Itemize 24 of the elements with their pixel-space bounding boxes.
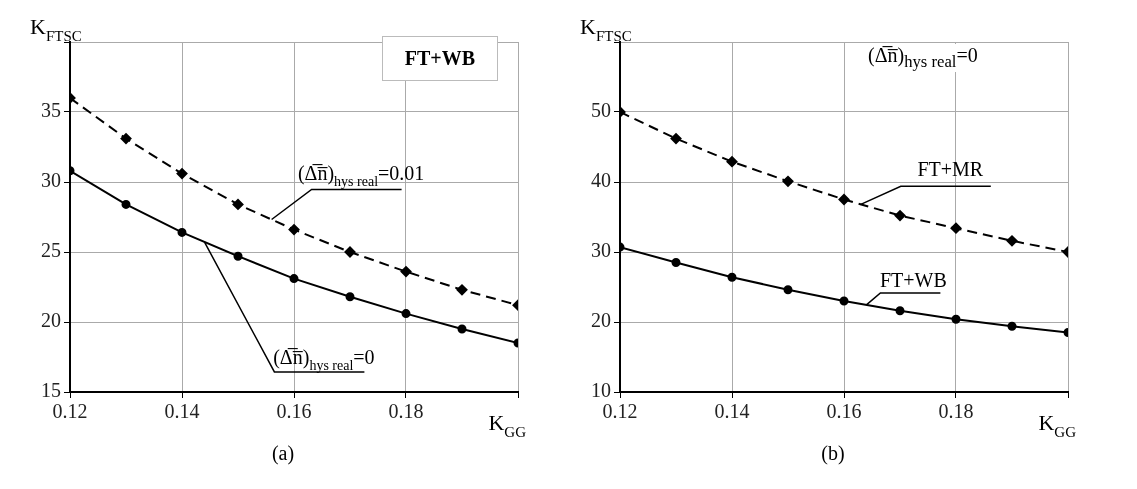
y-tick-label: 50 xyxy=(591,99,611,122)
x-tick-label: 0.12 xyxy=(602,400,638,423)
y-tick-label: 30 xyxy=(591,239,611,262)
series-label: FT+MR xyxy=(917,158,984,181)
annotation: FT+WB xyxy=(381,36,498,81)
x-tick-label: 0.16 xyxy=(276,400,312,423)
x-tick-label: 0.18 xyxy=(938,400,974,423)
text: (a) xyxy=(270,442,296,465)
y-tick-label: 40 xyxy=(591,169,611,192)
y-tick-label: 20 xyxy=(591,309,611,332)
y-tick-label: 20 xyxy=(41,309,61,332)
y-tick-label: 10 xyxy=(591,379,611,402)
x-tick-label: 0.12 xyxy=(52,400,88,423)
x-tick-label: 0.18 xyxy=(388,400,424,423)
series-label: FT+WB xyxy=(879,268,947,291)
y-tick-label: 25 xyxy=(41,239,61,262)
x-tick-label: 0.14 xyxy=(164,400,200,423)
y-tick-label: 35 xyxy=(41,99,61,122)
y-tick-label: 15 xyxy=(41,379,61,402)
y-tick-label: 30 xyxy=(41,169,61,192)
text: (b) xyxy=(820,442,846,465)
x-tick-label: 0.16 xyxy=(826,400,862,423)
annotation: (Δ̅n̅)$_{hys real}$=0 xyxy=(868,44,978,72)
x-tick-label: 0.14 xyxy=(714,400,750,423)
